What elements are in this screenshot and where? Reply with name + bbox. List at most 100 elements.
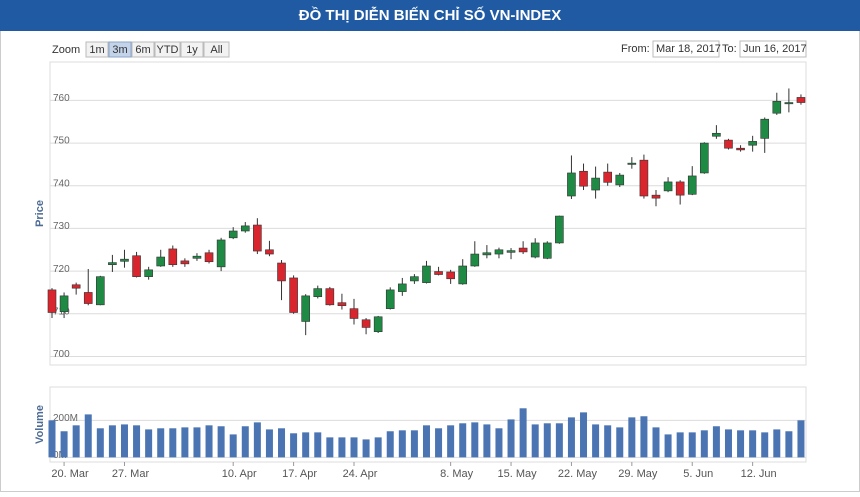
- zoom-label: Zoom: [52, 44, 80, 56]
- candle-body: [349, 308, 359, 319]
- header-bar: [0, 0, 860, 31]
- candle-body: [96, 276, 105, 306]
- volume-bar: [519, 408, 527, 458]
- candle-body: [494, 249, 504, 255]
- volume-bar: [459, 423, 467, 458]
- volume-bar: [737, 430, 745, 458]
- candle-body: [506, 250, 516, 253]
- y-tick-label: 720: [53, 264, 70, 275]
- header-title: ĐỒ THỊ DIỄN BIẾN CHỈ SỐ VN-INDEX: [299, 6, 562, 24]
- volume-bar: [447, 425, 455, 458]
- from-value[interactable]: Mar 18, 2017: [656, 43, 721, 55]
- zoom-button-label[interactable]: 1m: [89, 44, 104, 56]
- volume-bar: [362, 439, 370, 458]
- volume-bar: [483, 424, 491, 458]
- zoom-button-label[interactable]: 1y: [186, 44, 198, 56]
- y-tick-label: 760: [53, 93, 70, 104]
- volume-bar: [700, 430, 708, 458]
- volume-bar: [108, 425, 116, 458]
- candle-body: [410, 276, 419, 282]
- candle-body: [700, 142, 709, 174]
- volume-bar: [580, 412, 588, 458]
- volume-bar: [773, 429, 781, 458]
- candle-body: [216, 239, 226, 268]
- candle-body: [265, 249, 274, 255]
- volume-bar: [338, 437, 346, 458]
- to-label: To:: [722, 43, 737, 55]
- volume-bar: [326, 437, 334, 458]
- volume-bar: [555, 423, 563, 458]
- candle-body: [687, 175, 697, 195]
- zoom-button-label[interactable]: YTD: [157, 44, 179, 56]
- volume-bar: [133, 425, 141, 458]
- candle-body: [663, 181, 673, 192]
- candle-body: [47, 289, 57, 313]
- volume-bar: [48, 420, 56, 458]
- y-tick-label: 700: [53, 349, 70, 360]
- volume-bar: [84, 414, 92, 458]
- candle-body: [59, 295, 69, 312]
- volume-bar: [761, 432, 769, 458]
- candle-body: [434, 271, 443, 275]
- candle-body: [337, 302, 347, 306]
- to-value[interactable]: Jun 16, 2017: [743, 43, 807, 55]
- to-input[interactable]: [739, 40, 807, 58]
- zoom-button[interactable]: [85, 41, 109, 58]
- zoom-button[interactable]: [154, 41, 181, 58]
- zoom-button[interactable]: [203, 41, 230, 58]
- volume-bar: [749, 430, 757, 458]
- candle-body: [724, 139, 733, 149]
- volume-bar: [120, 424, 128, 458]
- volume-bar: [531, 424, 539, 458]
- candle-body: [446, 271, 455, 280]
- from-input[interactable]: [652, 40, 720, 58]
- candle-body: [156, 256, 166, 267]
- candle-body: [192, 255, 202, 259]
- x-tick-label: 10. Apr: [222, 468, 257, 480]
- candle-body: [180, 260, 190, 265]
- candle-body: [373, 316, 383, 333]
- volume-bar: [616, 427, 624, 458]
- volume-bar: [302, 432, 310, 458]
- volume-bar: [785, 431, 793, 458]
- x-tick-label: 17. Apr: [282, 468, 317, 480]
- volume-bar: [712, 426, 720, 458]
- volume-bar: [688, 432, 696, 458]
- x-tick-label: 29. May: [618, 468, 658, 480]
- zoom-button[interactable]: [131, 41, 155, 58]
- volume-bar: [676, 432, 684, 458]
- candle-body: [313, 288, 323, 298]
- candle-body: [482, 252, 492, 256]
- candle-body: [277, 262, 286, 282]
- candle-body: [385, 289, 395, 309]
- candle-body: [422, 265, 431, 283]
- y-tick-label: 200M: [53, 413, 78, 424]
- volume-bar: [724, 429, 732, 458]
- volume-bar: [507, 419, 515, 458]
- candle-body: [784, 102, 794, 105]
- candle-body: [760, 118, 770, 139]
- volume-bar: [640, 416, 648, 458]
- volume-bar: [157, 428, 165, 458]
- volume-bar: [386, 431, 394, 458]
- volume-bar: [60, 431, 68, 458]
- y-tick-label: 0M: [53, 450, 67, 461]
- volume-bar: [628, 417, 636, 458]
- volume-bar: [350, 437, 358, 458]
- zoom-button[interactable]: [180, 41, 204, 58]
- volume-bar: [314, 432, 322, 458]
- candle-body: [228, 230, 238, 239]
- zoom-button[interactable]: [108, 41, 132, 58]
- candle-body: [144, 269, 153, 277]
- zoom-button-label[interactable]: 6m: [135, 44, 150, 56]
- y-axis-title: Volume: [34, 405, 46, 444]
- candle-body: [579, 170, 588, 187]
- candle-body: [555, 215, 564, 244]
- zoom-button-label[interactable]: All: [210, 44, 222, 56]
- volume-bar: [567, 417, 575, 458]
- volume-bar: [652, 427, 660, 458]
- candle-body: [253, 224, 262, 252]
- candle-body: [458, 265, 468, 285]
- candle-body: [71, 284, 81, 289]
- zoom-button-label[interactable]: 3m: [112, 44, 127, 56]
